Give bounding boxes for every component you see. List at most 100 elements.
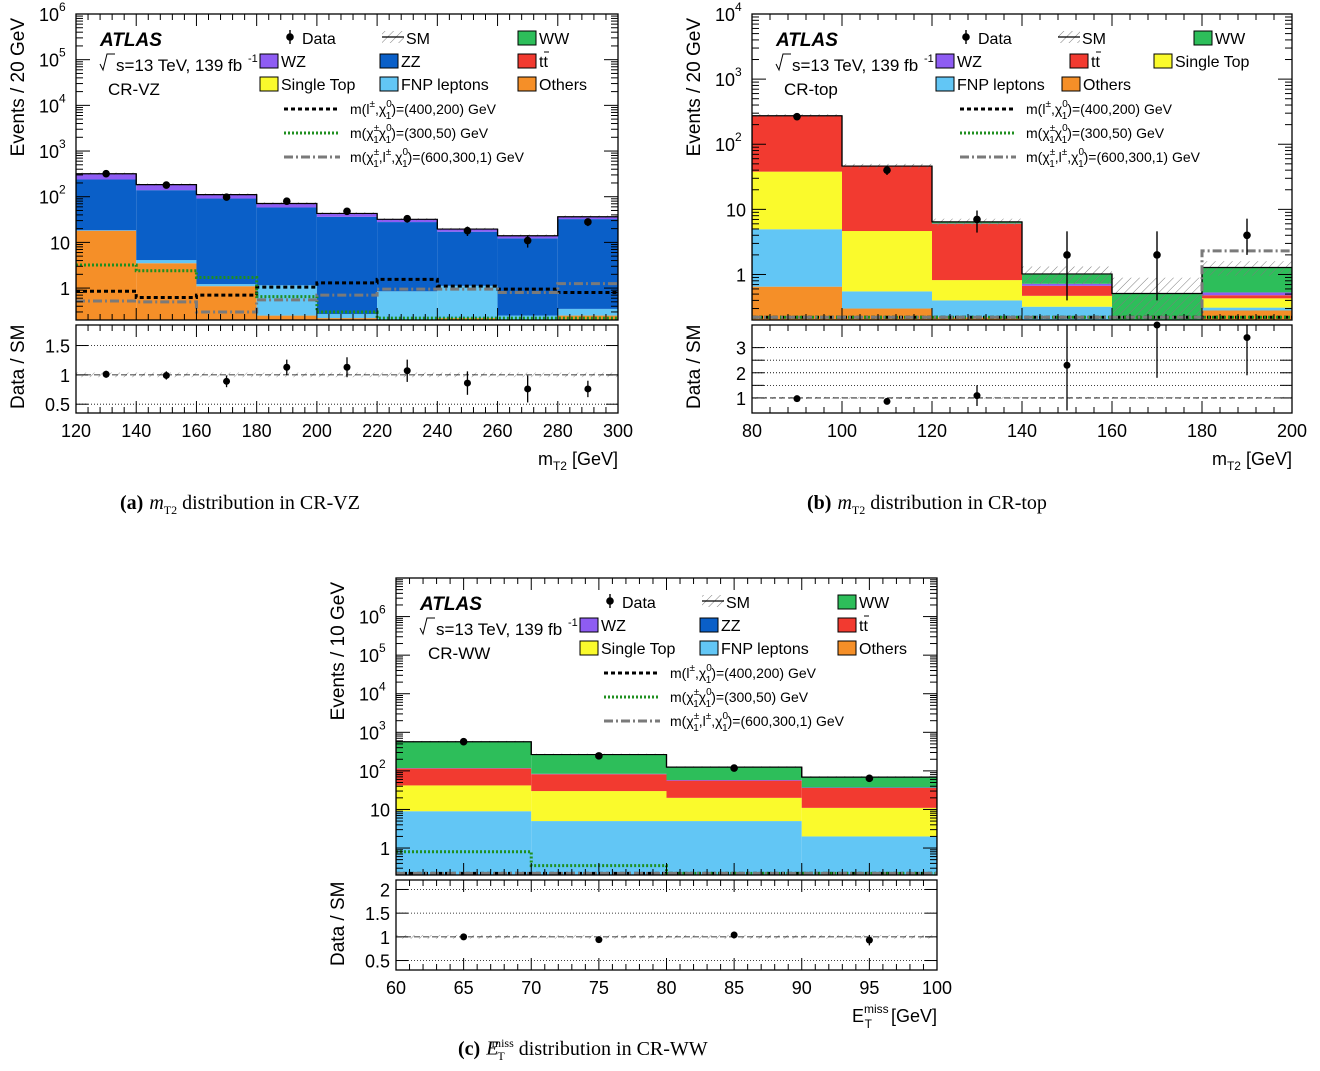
lumi-exponent: -1 xyxy=(568,617,578,629)
legend-label-st: Single Top xyxy=(601,641,676,658)
legend-label-sm: SM xyxy=(1082,31,1106,48)
ratio-point xyxy=(463,379,471,387)
experiment-label: ATLAS xyxy=(775,30,838,51)
bar-fnp xyxy=(316,314,378,319)
y-tick-label-exponent: 5 xyxy=(59,46,66,60)
ratio-y-tick-label: 1 xyxy=(60,366,70,386)
y-tick-label: 1 xyxy=(736,265,746,285)
data-point xyxy=(523,236,532,245)
bar-others xyxy=(1202,310,1292,320)
ratio-point xyxy=(973,392,981,400)
sqrt-icon xyxy=(99,53,115,72)
legend-swatch-wz xyxy=(935,53,955,69)
x-tick-label: 60 xyxy=(386,978,406,998)
legend-label-ww: WW xyxy=(859,595,890,612)
ratio-y-tick-label: 1.5 xyxy=(365,904,390,924)
bar-fnp xyxy=(437,285,498,319)
bar-wz xyxy=(256,203,317,208)
legend-data-marker xyxy=(606,597,614,605)
legend-swatch-zz xyxy=(699,617,719,633)
legend-label-ttbar: tt xyxy=(539,54,548,71)
x-tick-label: 90 xyxy=(792,978,812,998)
main-frame xyxy=(75,13,619,321)
x-tick-label: 120 xyxy=(61,421,91,441)
data-point xyxy=(595,752,603,760)
x-tick-label: 140 xyxy=(1007,421,1037,441)
caption-c-sub: T xyxy=(497,1048,505,1063)
legend-swatch-ww xyxy=(1193,30,1213,46)
legend-label-s1: m(l±,χ0 1)=(400,200) GeV xyxy=(670,663,817,686)
legend-swatch-ttbar xyxy=(1069,53,1089,69)
ratio-y-tick-label: 3 xyxy=(736,339,746,359)
ratio-point xyxy=(283,363,291,371)
bar-others xyxy=(256,315,317,320)
x-tick-label: 80 xyxy=(656,978,676,998)
data-point xyxy=(973,215,981,224)
bar-ttbar xyxy=(932,223,1022,281)
bar-st xyxy=(801,807,937,837)
bar-others xyxy=(752,286,842,320)
y-tick-label: 10 xyxy=(50,233,70,253)
bar-fnp xyxy=(557,308,618,316)
x-tick-label: 300 xyxy=(603,421,633,441)
y-tick-label-exponent: 4 xyxy=(59,91,66,105)
ratio-frame xyxy=(75,324,619,414)
x-tick-label: 160 xyxy=(181,421,211,441)
x-tick-label: 160 xyxy=(1097,421,1127,441)
x-axis-label: Emiss T [GeV] xyxy=(852,1002,937,1031)
bar-others xyxy=(842,308,932,320)
bar-ttbar xyxy=(801,787,937,808)
y-tick-label: 10 xyxy=(715,5,735,25)
legend-label-s2: m(χ± 1χ0 1)=(300,50) GeV xyxy=(670,687,809,710)
legend-label-sm: SM xyxy=(726,595,750,612)
x-tick-label: 100 xyxy=(827,421,857,441)
legend-label-st: Single Top xyxy=(281,77,356,94)
data-point xyxy=(883,166,891,174)
y-tick-label: 10 xyxy=(359,608,379,628)
legend-label-ww: WW xyxy=(539,31,570,48)
data-point xyxy=(282,197,291,205)
bar-zz xyxy=(256,207,317,286)
lumi-exponent: -1 xyxy=(924,53,934,65)
bar-ttbar xyxy=(752,115,842,172)
legend-label-s3: m(χ± 1,l±,χ0 1)=(600,300,1) GeV xyxy=(350,147,525,170)
main-plot-area xyxy=(396,740,937,875)
legend-label-data: Data xyxy=(978,31,1012,48)
legend-label-zz: ZZ xyxy=(721,618,741,635)
signal-line-s3 xyxy=(76,282,618,314)
y-tick-label: 10 xyxy=(715,135,735,155)
bar-fnp xyxy=(1202,307,1292,311)
ratio-point xyxy=(1243,334,1251,342)
y-tick-label: 10 xyxy=(359,762,379,782)
ratio-point xyxy=(524,385,532,393)
bar-ttbar xyxy=(1202,295,1292,299)
bar-zz xyxy=(316,216,378,315)
region-label: CR-top xyxy=(784,80,838,99)
bar-st xyxy=(1202,298,1292,308)
legend-swatch-ww xyxy=(837,594,857,610)
ratio-y-tick-label: 1.5 xyxy=(45,337,70,357)
legend-label-fnp: FNP leptons xyxy=(401,77,489,94)
ratio-panel: 1 2 3 Data / SM xyxy=(684,321,1293,414)
y-tick-label: 10 xyxy=(359,646,379,666)
energy-label: s=13 TeV, 139 fb xyxy=(436,620,562,639)
bar-fnp xyxy=(196,284,257,287)
x-tick-label: 85 xyxy=(724,978,744,998)
x-tick-label: 95 xyxy=(859,978,879,998)
x-tick-label: 280 xyxy=(543,421,573,441)
x-axis-label: mT2 [GeV] xyxy=(538,449,618,473)
x-tick-label: 65 xyxy=(454,978,474,998)
y-tick-label-exponent: 5 xyxy=(379,641,386,655)
ratio-point xyxy=(730,931,738,939)
legend-label-s2: m(χ± 1χ0 1)=(300,50) GeV xyxy=(1026,123,1165,146)
legend-swatch-wz xyxy=(259,53,279,69)
data-point xyxy=(222,193,231,201)
x-tick-label: 70 xyxy=(521,978,541,998)
bar-st xyxy=(932,280,1022,301)
ratio-point xyxy=(1063,361,1071,369)
ratio-y-tick-label: 0.5 xyxy=(365,952,390,972)
ratio-y-tick-label: 1 xyxy=(736,389,746,409)
x-tick-label: 200 xyxy=(302,421,332,441)
caption-b: (b) mT2 distribution in CR-top xyxy=(807,492,1047,518)
